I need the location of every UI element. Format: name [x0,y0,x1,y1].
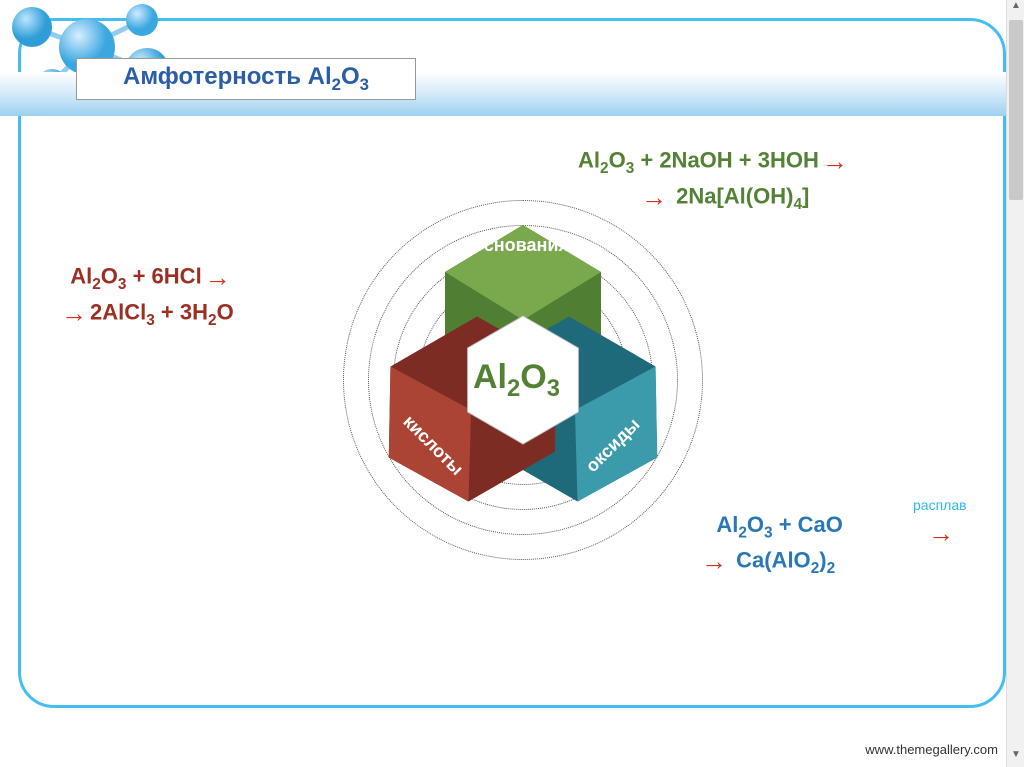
center-formula: Al2O3 [473,358,560,403]
scroll-down-button[interactable]: ▼ [1007,749,1024,767]
equation-oxides: Al2O3 + CaOрасплав→→ Ca(AlO2)2 [698,510,843,580]
equation-bases: Al2O3 + 2NaOH + 3HOH→→ 2Na[Al(OH)4] [578,144,851,215]
scroll-thumb[interactable] [1009,20,1023,200]
footer-url: www.themegallery.com [865,742,998,757]
equation-acids: Al2O3 + 6HCl→→2AlCl3 + 3H2O [58,260,234,331]
title-text: Амфотерность Al [123,63,332,90]
slide-title: Амфотерность Al2O3 [76,58,416,100]
content-area: Al2O3 основанияоксидыкислоты Al2O3 + 2Na… [18,120,1006,708]
hex-diagram: Al2O3 основанияоксидыкислоты [333,180,713,560]
scrollbar[interactable]: ▲ ▼ [1006,0,1024,767]
hex-face-label-bases: основания [451,235,591,256]
scroll-up-button[interactable]: ▲ [1007,0,1024,18]
